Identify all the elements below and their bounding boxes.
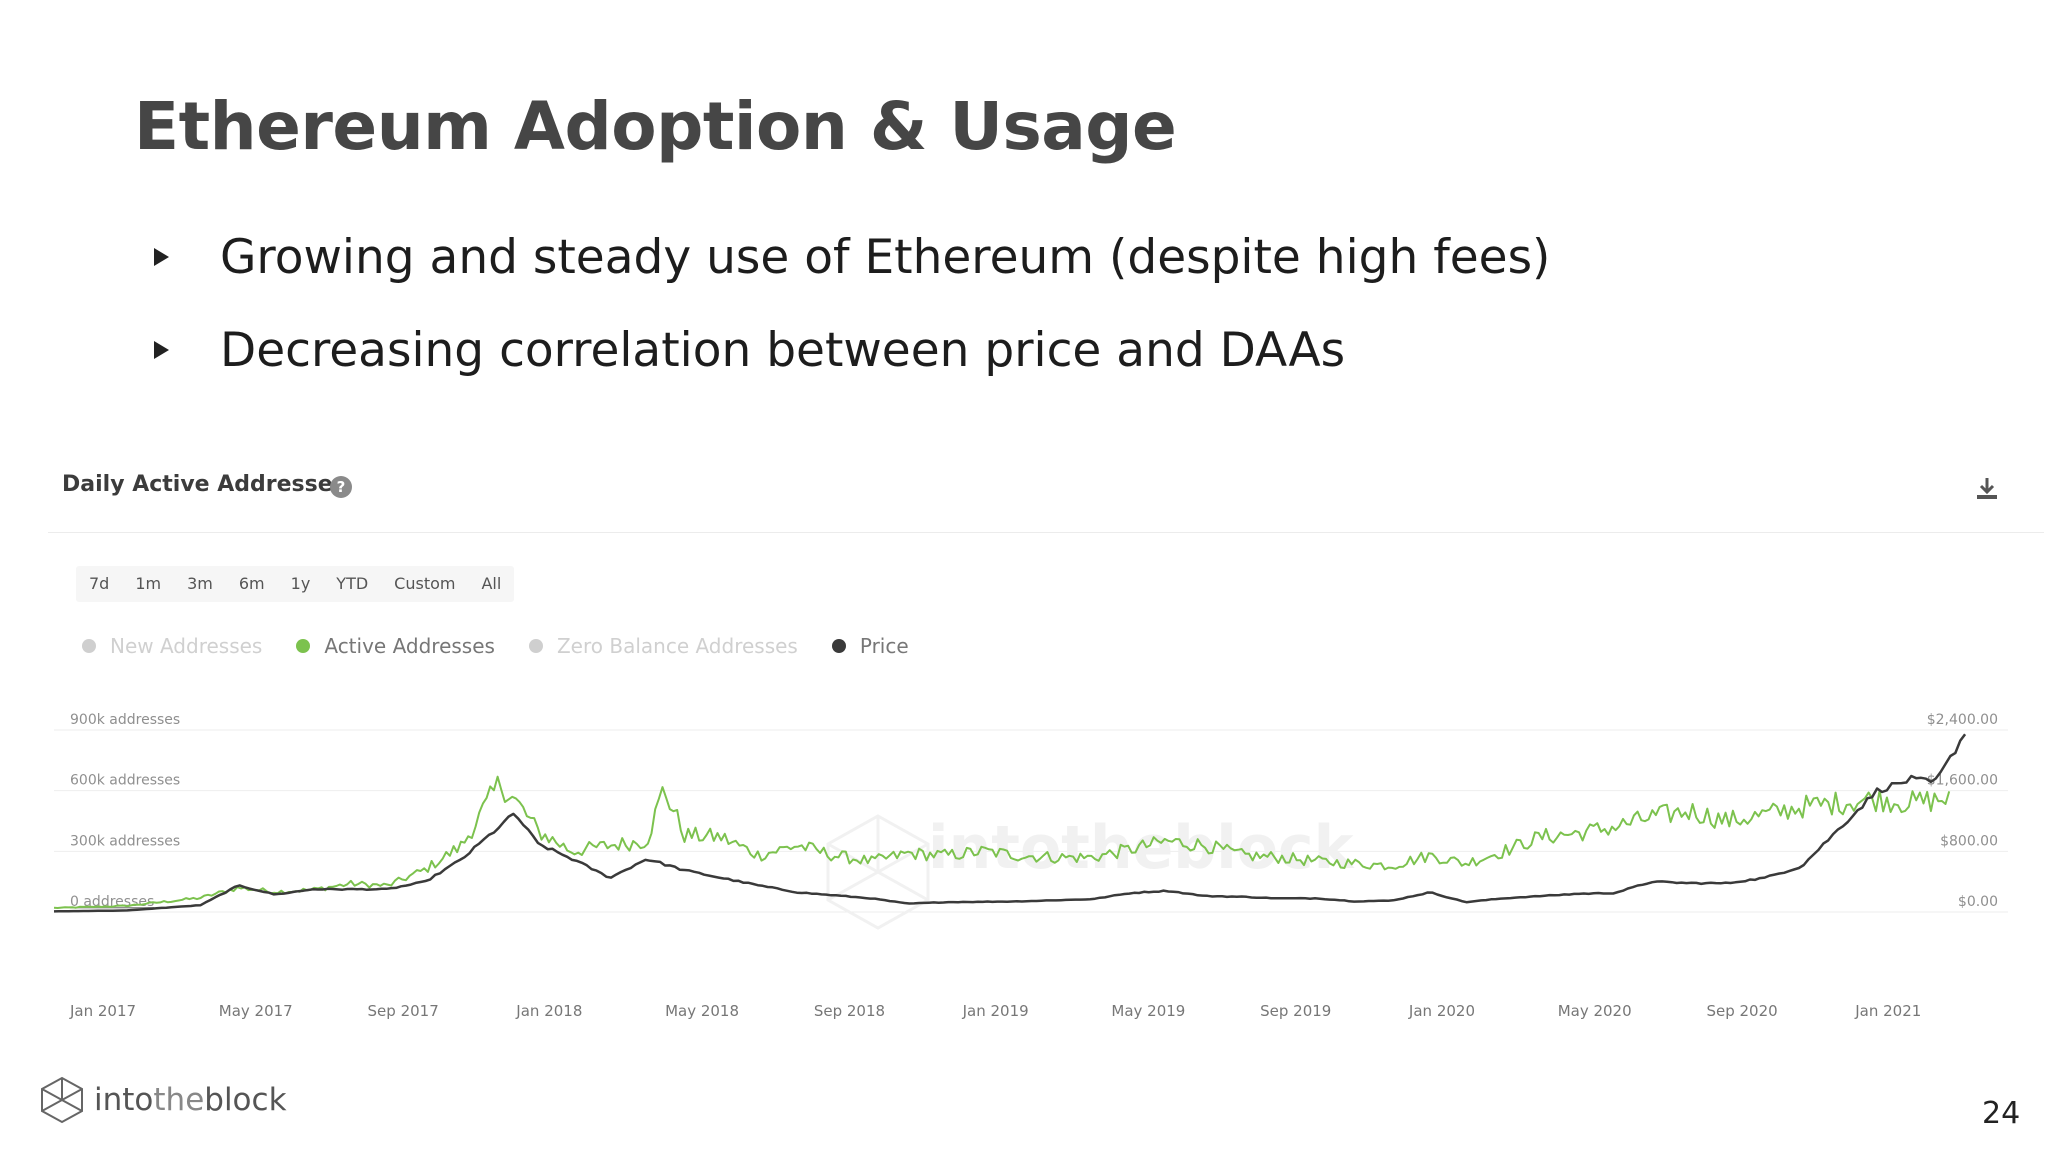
intotheblock-logo-icon xyxy=(41,1076,83,1124)
watermark-text: intotheblock xyxy=(928,813,1356,883)
widget-title: Daily Active Addresses xyxy=(62,472,346,497)
bullet-item: Decreasing correlation between price and… xyxy=(150,321,1550,414)
chart-legend: New Addresses Active Addresses Zero Bala… xyxy=(82,634,943,658)
x-tick-label: May 2017 xyxy=(219,1002,293,1020)
x-tick-label: May 2020 xyxy=(1558,1002,1632,1020)
bullet-arrow-icon xyxy=(154,248,169,266)
chart-widget: Daily Active Addresses ? 7d 1m 3m 6m 1y … xyxy=(48,460,2044,1060)
legend-dot xyxy=(528,639,543,653)
x-tick-label: Jan 2019 xyxy=(962,1002,1029,1020)
range-button-custom[interactable]: Custom xyxy=(394,574,456,593)
y-left-tick-label: 300k addresses xyxy=(70,833,180,849)
x-tick-label: Jan 2021 xyxy=(1854,1002,1921,1020)
legend-dot xyxy=(296,639,311,653)
range-button-ytd[interactable]: YTD xyxy=(336,574,369,593)
watermark-logo-icon xyxy=(826,814,930,930)
series-line-active-addresses xyxy=(53,775,1951,909)
x-tick-label: Jan 2017 xyxy=(69,1002,136,1020)
bullet-item: Growing and steady use of Ethereum (desp… xyxy=(150,228,1550,321)
legend-label: New Addresses xyxy=(110,634,263,658)
y-left-tick-label: 600k addresses xyxy=(70,773,180,789)
bullet-text: Decreasing correlation between price and… xyxy=(220,323,1346,378)
y-right-tick-label: $2,400.00 xyxy=(1927,712,1998,728)
time-range-selector: 7d 1m 3m 6m 1y YTD Custom All xyxy=(76,566,515,602)
question-circle-icon[interactable]: ? xyxy=(330,476,352,498)
range-button-all[interactable]: All xyxy=(481,574,502,593)
x-tick-label: Sep 2018 xyxy=(814,1002,885,1020)
y-left-tick-label: 900k addresses xyxy=(70,712,180,728)
range-button-3m[interactable]: 3m xyxy=(187,574,213,593)
range-button-1y[interactable]: 1y xyxy=(290,574,311,593)
legend-label: Active Addresses xyxy=(324,634,495,658)
y-right-tick-label: $0.00 xyxy=(1958,894,1998,910)
x-tick-label: Sep 2020 xyxy=(1706,1002,1777,1020)
x-tick-label: Jan 2018 xyxy=(515,1002,582,1020)
bullet-arrow-icon xyxy=(154,341,169,359)
bullet-list: Growing and steady use of Ethereum (desp… xyxy=(150,228,1550,414)
legend-label: Price xyxy=(859,634,909,658)
x-tick-label: Jan 2020 xyxy=(1408,1002,1475,1020)
x-tick-label: Sep 2017 xyxy=(368,1002,439,1020)
legend-item-zero-balance-addresses[interactable]: Zero Balance Addresses xyxy=(528,634,798,658)
bullet-text: Growing and steady use of Ethereum (desp… xyxy=(220,230,1551,285)
legend-dot xyxy=(831,639,846,653)
range-button-7d[interactable]: 7d xyxy=(89,574,110,593)
widget-divider xyxy=(48,532,2044,533)
y-right-tick-label: $1,600.00 xyxy=(1927,773,1998,789)
legend-item-active-addresses[interactable]: Active Addresses xyxy=(296,634,495,658)
series-line-price xyxy=(53,733,1967,913)
legend-item-new-addresses[interactable]: New Addresses xyxy=(82,634,262,658)
brand-wordmark: intotheblock xyxy=(94,1082,287,1118)
range-button-1m[interactable]: 1m xyxy=(135,574,162,593)
x-tick-label: May 2019 xyxy=(1111,1002,1185,1020)
x-tick-label: Sep 2019 xyxy=(1260,1002,1331,1020)
legend-item-price[interactable]: Price xyxy=(831,634,909,658)
download-icon[interactable] xyxy=(1972,474,2002,504)
page-number: 24 xyxy=(1982,1096,2021,1131)
slide-title: Ethereum Adoption & Usage xyxy=(134,88,1177,165)
legend-label: Zero Balance Addresses xyxy=(556,634,798,658)
y-right-tick-label: $800.00 xyxy=(1940,833,1998,849)
legend-dot xyxy=(82,639,96,653)
brand-logo: intotheblock xyxy=(40,1076,287,1124)
range-button-6m[interactable]: 6m xyxy=(238,574,265,593)
x-tick-label: May 2018 xyxy=(665,1002,739,1020)
